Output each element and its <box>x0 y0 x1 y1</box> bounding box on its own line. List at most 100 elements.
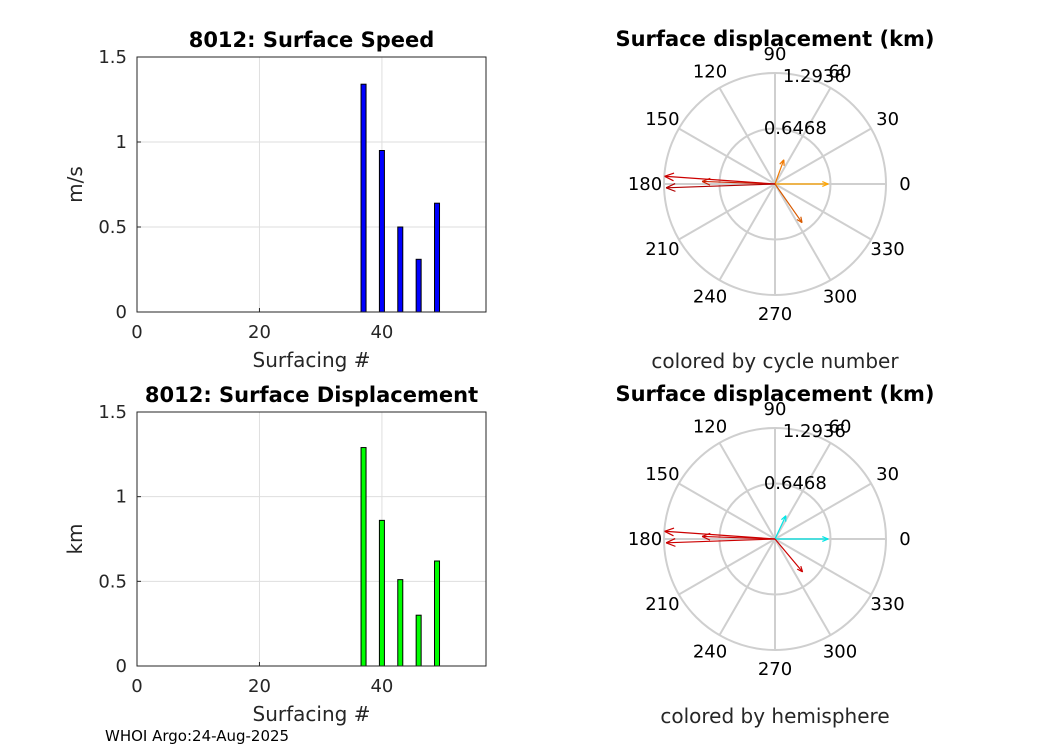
x-axis-label: Surfacing # <box>253 702 371 726</box>
angle-label: 210 <box>645 594 679 615</box>
y-tick-label: 0 <box>116 656 127 677</box>
angle-label: 120 <box>693 416 727 437</box>
x-tick-label: 0 <box>131 322 142 343</box>
bar-2 <box>378 150 385 313</box>
polar-caption: colored by hemisphere <box>660 704 889 728</box>
vector-shaft <box>774 538 804 573</box>
y-tick-label: 1 <box>116 132 127 153</box>
polar-chart-3: 0 30 60 90 120 150 180 210 240 270 300 330 0.6468 1.2… <box>615 382 934 728</box>
vector-head <box>664 175 674 182</box>
ring-label: 0.6468 <box>764 473 827 494</box>
angle-label: 180 <box>628 529 662 550</box>
vector-head <box>701 180 711 186</box>
bar-1 <box>360 83 367 313</box>
y-axis-label: m/s <box>63 166 87 203</box>
vector-head <box>665 542 676 547</box>
vector-shaft <box>666 183 776 189</box>
polar-ring-inner <box>718 127 832 241</box>
vector-shaft <box>664 175 776 185</box>
y-axis-label: km <box>63 523 87 554</box>
vector-head <box>665 538 676 544</box>
vector-3 <box>774 538 804 573</box>
angle-label: 240 <box>693 287 727 308</box>
angle-label: 330 <box>870 239 904 260</box>
x-tick-label: 20 <box>248 676 271 697</box>
vector-head <box>664 172 675 177</box>
vector-head <box>664 530 674 537</box>
vector-shaft <box>664 530 776 540</box>
vector-head <box>822 180 829 185</box>
vector-head <box>701 535 711 541</box>
vector-head <box>779 159 785 165</box>
bar-1 <box>360 447 367 667</box>
x-axis-label: Surfacing # <box>253 348 371 372</box>
y-tick-label: 0 <box>116 302 127 323</box>
x-tick-label: 0 <box>131 676 142 697</box>
y-tick-label: 0.5 <box>98 571 127 592</box>
bar-5 <box>434 560 441 667</box>
polar-chart-1: 0 30 60 90 120 150 180 210 240 270 300 330 0.6468 1.2… <box>615 27 934 373</box>
angle-label: 270 <box>758 304 792 325</box>
plot-frame <box>136 56 487 313</box>
bar-2 <box>378 519 385 667</box>
angle-label: 120 <box>693 61 727 82</box>
angle-label: 0 <box>899 529 910 550</box>
angle-label: 60 <box>829 61 852 82</box>
chart-title: 8012: Surface Speed <box>189 28 435 52</box>
angle-label: 90 <box>764 399 787 420</box>
vector-1 <box>775 180 829 188</box>
angle-label: 0 <box>899 174 910 195</box>
vector-shaft <box>774 183 803 224</box>
vector-6 <box>665 183 776 192</box>
vector-head <box>822 538 829 543</box>
plot-frame <box>136 411 487 667</box>
angle-label: 90 <box>764 44 787 65</box>
polar-caption: colored by cycle number <box>651 349 899 373</box>
bar-4 <box>415 614 422 667</box>
vector-head <box>800 216 803 223</box>
angle-label: 330 <box>870 594 904 615</box>
vector-1 <box>775 535 829 543</box>
polar-title: Surface displacement (km) <box>615 27 934 51</box>
y-tick-label: 0.5 <box>98 217 127 238</box>
vector-head <box>796 568 803 573</box>
bar-chart-2: 0 20 40 0 0.5 1 1.5 8012: Surface Displacement S… <box>63 383 487 726</box>
x-tick-label: 20 <box>248 322 271 343</box>
angle-label: 30 <box>876 464 899 485</box>
vector-6 <box>665 538 776 547</box>
y-tick-label: 1 <box>116 487 127 508</box>
angle-label: 60 <box>829 416 852 437</box>
footer-text: WHOI Argo:24-Aug-2025 <box>105 727 289 745</box>
polar-ring-inner <box>718 482 832 596</box>
vector-head <box>800 565 804 573</box>
vector-shaft <box>774 159 785 185</box>
vector-3 <box>774 183 803 224</box>
angle-label: 150 <box>645 464 679 485</box>
vector-head <box>822 183 829 188</box>
ring-label: 1.2936 <box>783 421 846 442</box>
angle-label: 300 <box>823 642 857 663</box>
vector-head <box>822 535 829 540</box>
angle-label: 30 <box>876 109 899 130</box>
plot-area <box>137 412 486 666</box>
bar-5 <box>434 202 441 313</box>
angle-label: 180 <box>628 174 662 195</box>
angle-label: 210 <box>645 239 679 260</box>
vector-head <box>665 183 676 189</box>
bar-chart-0: 0 20 40 0 0.5 1 1.5 8012: Surface Speed Surfacin… <box>63 28 487 372</box>
angle-label: 270 <box>758 659 792 680</box>
plot-area <box>137 57 486 312</box>
angle-label: 150 <box>645 109 679 130</box>
x-tick-label: 40 <box>370 322 393 343</box>
vector-shaft <box>666 538 776 544</box>
panels: 0 20 40 0 0.5 1 1.5 8012: Surface Speed Surfacin… <box>63 27 935 728</box>
y-tick-label: 1.5 <box>98 47 127 68</box>
bar-4 <box>415 258 422 313</box>
polar-ring-outer <box>663 427 887 651</box>
vector-2 <box>774 515 787 540</box>
vector-head <box>664 527 675 532</box>
vector-head <box>796 218 803 224</box>
x-tick-label: 40 <box>370 676 393 697</box>
vector-shaft <box>774 515 787 540</box>
